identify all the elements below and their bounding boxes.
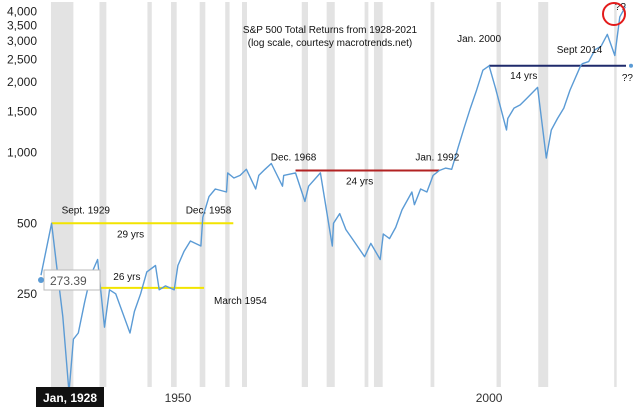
reference-endpoint-marker — [629, 63, 633, 68]
annotation-label: Sept 2014 — [557, 45, 603, 56]
x-tick-label: 2000 — [476, 391, 503, 405]
recession-band-3 — [171, 2, 177, 387]
recession-band-11 — [430, 2, 435, 387]
x-tick-label: 1950 — [165, 391, 192, 405]
recession-bands — [50, 2, 617, 387]
chart-title: S&P 500 Total Returns from 1928-2021 — [243, 25, 418, 36]
annotation-label: Jan. 1992 — [415, 152, 459, 163]
recession-band-2 — [147, 2, 152, 387]
recession-band-7 — [301, 2, 308, 387]
readout-value: 273.39 — [50, 274, 87, 288]
y-tick-label: 1,000 — [7, 146, 37, 160]
y-tick-label: 500 — [17, 216, 37, 230]
annotations: Sept. 1929 Dec. 1958 29 yrs 26 yrs March 195… — [62, 2, 634, 307]
recession-band-9 — [364, 2, 369, 387]
annotation-label: 26 yrs — [113, 272, 140, 283]
start-date-label: Jan, 1928 — [43, 391, 97, 405]
recession-band-13 — [538, 2, 549, 387]
annotation-label: 14 yrs — [510, 71, 537, 82]
annotation-label: Dec. 1958 — [186, 205, 232, 216]
y-tick-label: 250 — [17, 287, 37, 301]
y-tick-label: 2,500 — [7, 53, 37, 67]
y-tick-label: 3,000 — [7, 34, 37, 48]
recession-band-14 — [614, 2, 617, 387]
recession-band-12 — [496, 2, 501, 387]
recession-band-0 — [50, 2, 74, 387]
value-readout: 273.39 — [43, 269, 101, 291]
annotation-label: Dec. 1968 — [271, 152, 317, 163]
annotation-label: Sept. 1929 — [62, 205, 111, 216]
recession-band-5 — [225, 2, 230, 387]
annotation-label: 29 yrs — [117, 229, 144, 240]
highlight-circle — [602, 2, 626, 26]
series-line — [40, 6, 627, 393]
y-axis: 250 500 1,000 1,500 2,000 2,500 3,000 3,5004,00… — [7, 5, 37, 301]
recession-band-4 — [199, 2, 206, 387]
recession-band-10 — [373, 2, 383, 387]
annotation-label: ?? — [622, 73, 634, 84]
y-tick-label: 2,000 — [7, 75, 37, 89]
chart-subtitle: (log scale, courtesy macrotrends.net) — [248, 38, 413, 49]
x-axis: 1950 2000 — [165, 391, 503, 405]
annotation-label: Jan. 2000 — [457, 34, 501, 45]
annotation-label: ?? — [615, 2, 627, 13]
annotation-label: 24 yrs — [346, 176, 373, 187]
recession-band-1 — [99, 2, 107, 387]
y-tick-label: 4,000 — [7, 5, 37, 19]
y-tick-label: 1,500 — [7, 104, 37, 118]
recession-band-8 — [326, 2, 335, 387]
y-tick-label: 3,500 — [7, 18, 37, 32]
annotation-label: March 1954 — [214, 296, 267, 307]
readout-marker — [38, 277, 44, 283]
start-date-badge: Jan, 1928 — [36, 387, 104, 407]
recession-band-6 — [242, 2, 247, 387]
